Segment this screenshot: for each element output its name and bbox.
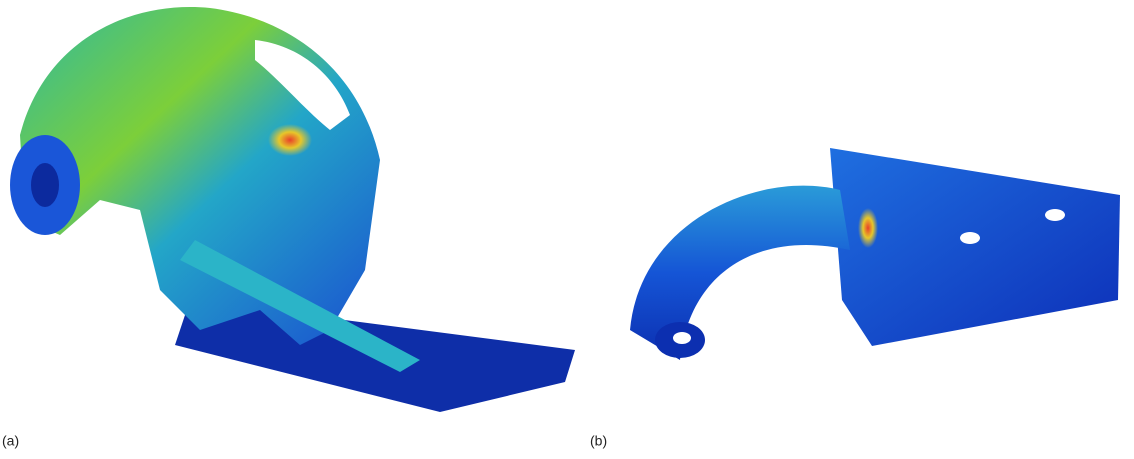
panel-b-image: [630, 148, 1120, 360]
panel-label: (b): [590, 433, 607, 449]
figure: (a) (b): [0, 0, 1134, 459]
panel-a-image: [10, 7, 575, 412]
panel-label: (a): [2, 433, 19, 449]
